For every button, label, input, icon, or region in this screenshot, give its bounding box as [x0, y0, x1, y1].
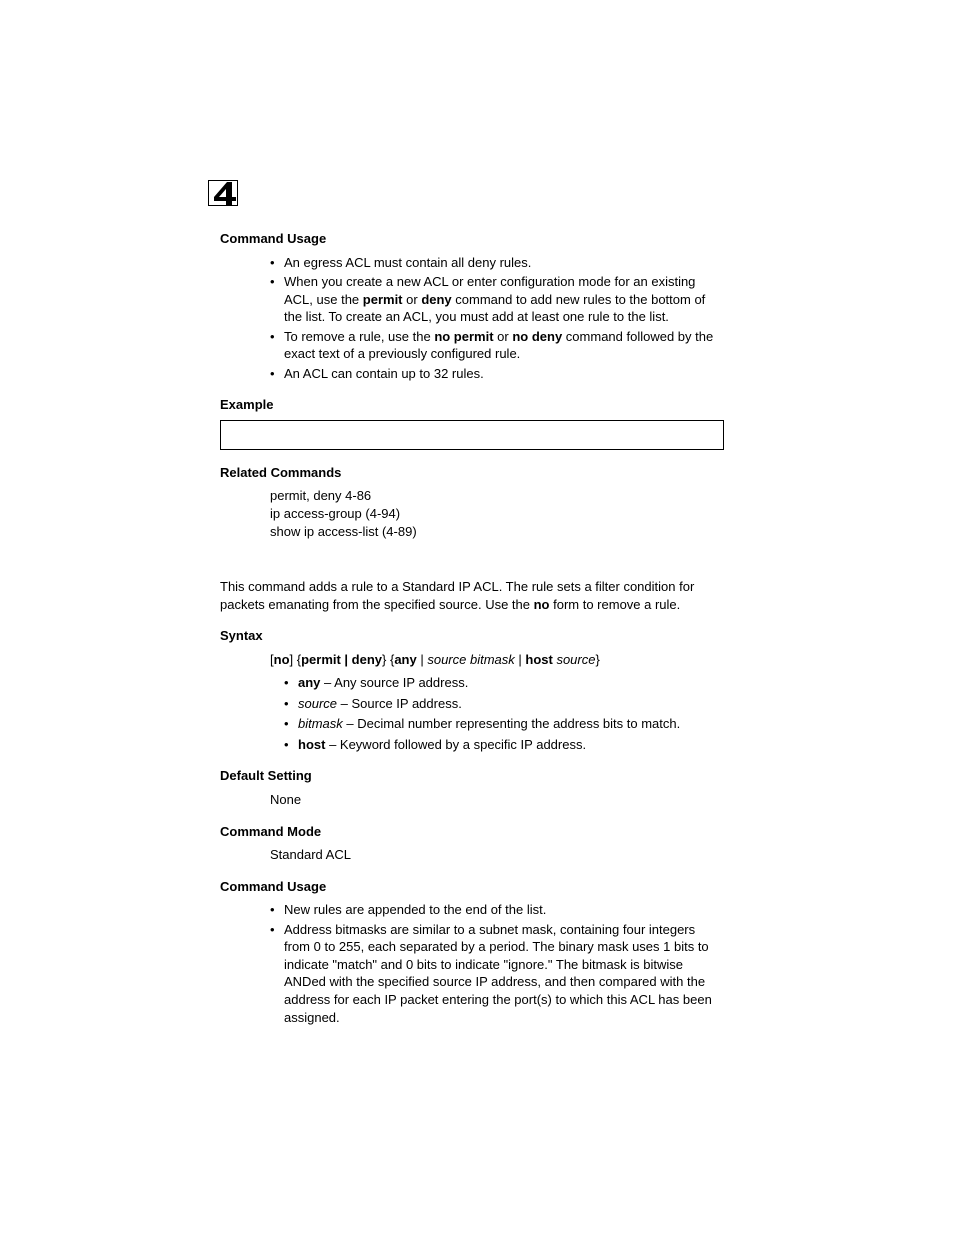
intro-paragraph: This command adds a rule to a Standard I…: [220, 578, 724, 613]
heading-related-commands: Related Commands: [220, 464, 724, 482]
heading-command-mode: Command Mode: [220, 823, 724, 841]
list-item: Address bitmasks are similar to a subnet…: [270, 921, 724, 1026]
list-item: any – Any source IP address.: [284, 674, 724, 692]
list-item: When you create a new ACL or enter confi…: [270, 273, 724, 326]
list-item: host – Keyword followed by a specific IP…: [284, 736, 724, 754]
heading-default-setting: Default Setting: [220, 767, 724, 785]
command-mode-value: Standard ACL: [220, 846, 724, 864]
default-setting-value: None: [220, 791, 724, 809]
document-page: Command Usage An egress ACL must contain…: [0, 0, 954, 1114]
list-item: bitmask – Decimal number representing th…: [284, 715, 724, 733]
command-usage-2-list: New rules are appended to the end of the…: [220, 901, 724, 1026]
command-usage-list: An egress ACL must contain all deny rule…: [220, 254, 724, 383]
heading-command-usage-2: Command Usage: [220, 878, 724, 896]
heading-example: Example: [220, 396, 724, 414]
list-item: To remove a rule, use the no permit or n…: [270, 328, 724, 363]
list-item: An ACL can contain up to 32 rules.: [270, 365, 724, 383]
related-commands-block: permit, deny 4-86 ip access-group (4-94)…: [220, 487, 724, 540]
list-item: An egress ACL must contain all deny rule…: [270, 254, 724, 272]
related-command-line: ip access-group (4-94): [270, 505, 724, 523]
example-code-box: [220, 420, 724, 450]
syntax-definitions: any – Any source IP address. source – So…: [220, 674, 724, 753]
related-command-line: permit, deny 4-86: [270, 487, 724, 505]
syntax-line: [no] {permit | deny} {any | source bitma…: [220, 651, 724, 669]
related-command-line: show ip access-list (4-89): [270, 523, 724, 541]
list-item: New rules are appended to the end of the…: [270, 901, 724, 919]
list-item: source – Source IP address.: [284, 695, 724, 713]
chapter-number-badge: [208, 180, 238, 206]
chapter-number-icon: [212, 180, 238, 206]
heading-command-usage: Command Usage: [220, 230, 724, 248]
heading-syntax: Syntax: [220, 627, 724, 645]
